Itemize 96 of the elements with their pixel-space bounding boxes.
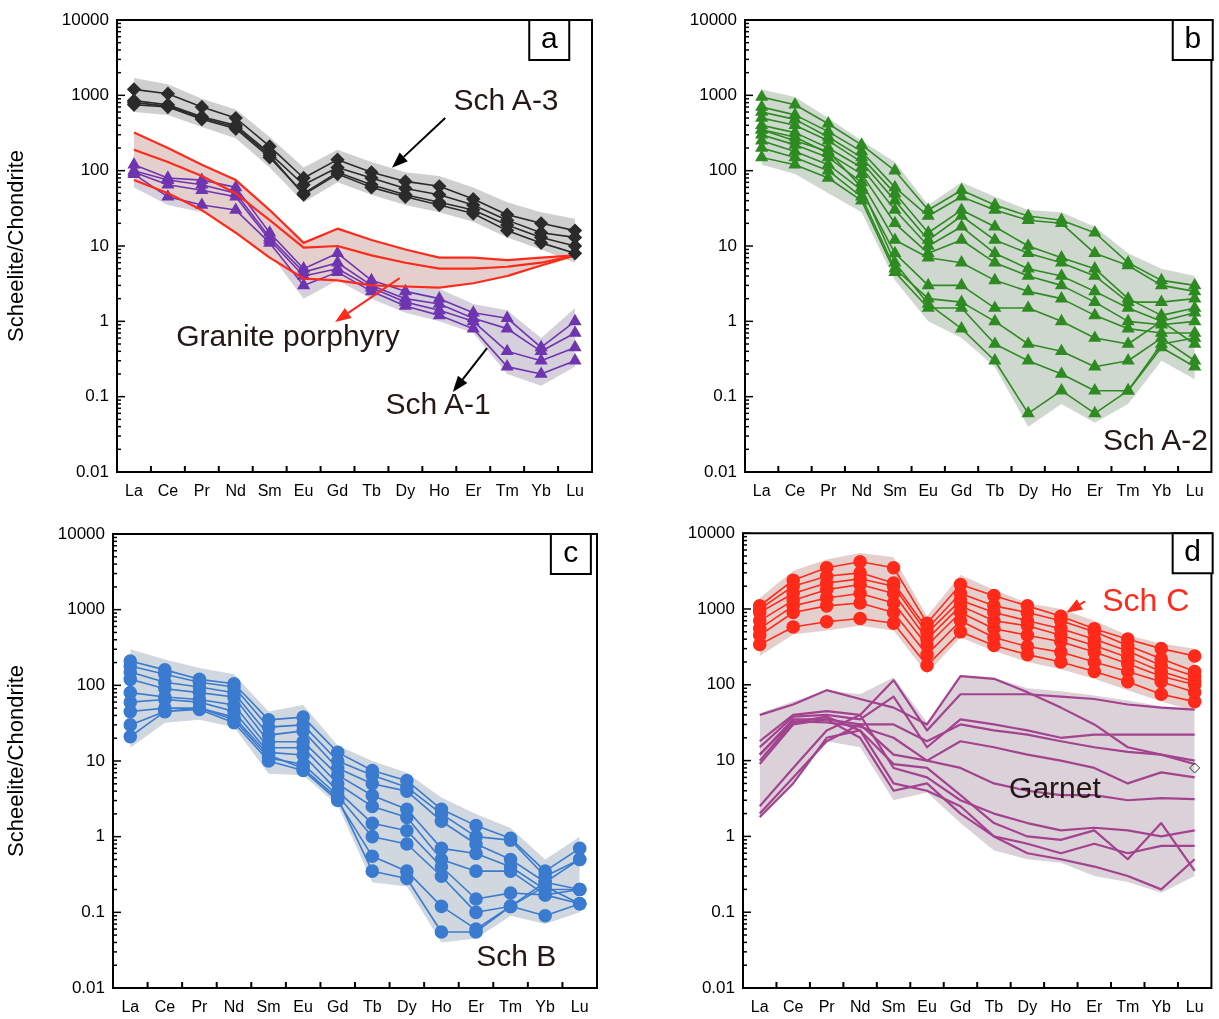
x-tick-label: Yb [535, 998, 556, 1016]
x-tick-label: Tb [362, 482, 381, 500]
y-tick-label: 1000 [697, 598, 735, 618]
y-tick-label: 10 [86, 750, 105, 770]
x-tick-label: Ho [1050, 998, 1072, 1016]
x-tick-label: Lu [566, 482, 584, 500]
x-tick-label: Pr [820, 482, 837, 500]
x-tick-label: Ho [1051, 482, 1072, 500]
x-tick-label: Nd [223, 998, 245, 1016]
x-tick-label: Nd [849, 998, 871, 1016]
y-tick-label: 0.01 [701, 977, 735, 997]
y-tick-label: 0.01 [75, 461, 109, 481]
x-tick-label: Ce [784, 482, 806, 500]
x-tick-label: La [125, 482, 143, 500]
y-tick-label: 0.1 [713, 386, 737, 406]
x-tick-label: Dy [395, 482, 416, 500]
y-tick-label: 100 [80, 160, 109, 180]
x-tick-label: Gd [949, 998, 972, 1016]
y-tick-label: 1 [95, 826, 105, 846]
x-tick-label: Pr [193, 482, 211, 500]
x-tick-label: Tm [499, 998, 523, 1016]
y-tick-label: 0.1 [711, 901, 735, 921]
y-tick-label: 10000 [57, 523, 105, 543]
x-tick-label: Eu [293, 998, 313, 1016]
annotation: Sch B [476, 939, 557, 973]
x-tick-label: La [752, 482, 771, 500]
y-tick-label: 0.1 [85, 386, 109, 406]
annotation: Sch A-2 [1102, 423, 1208, 457]
y-tick-label: 1000 [699, 85, 737, 105]
x-tick-label: Sm [882, 482, 907, 500]
x-tick-label: Ce [154, 998, 176, 1016]
x-tick-label: Er [465, 482, 482, 500]
x-tick-label: Sm [256, 998, 281, 1016]
x-tick-label: Yb [1151, 998, 1172, 1016]
y-tick-label: 100 [708, 160, 737, 180]
x-tick-label: Tb [984, 998, 1004, 1016]
x-tick-label: Er [1086, 482, 1104, 500]
y-tick-label: 10 [90, 235, 109, 255]
x-tick-label: Gd [326, 482, 349, 500]
x-tick-label: Gd [327, 998, 349, 1016]
y-tick-label: 10 [718, 235, 737, 255]
x-tick-label: Lu [1185, 998, 1204, 1016]
y-axis-title: Scheelite/Chondrite [3, 664, 29, 858]
x-tick-label: Ce [782, 998, 804, 1016]
x-tick-label: Pr [818, 998, 836, 1016]
y-tick-label: 100 [706, 674, 735, 694]
x-tick-label: Sm [881, 998, 906, 1016]
x-tick-label: Sm [257, 482, 282, 500]
y-tick-label: 1 [725, 826, 735, 846]
x-tick-label: Er [1086, 998, 1103, 1016]
x-tick-label: Tm [1116, 998, 1140, 1016]
y-tick-label: 10000 [687, 522, 735, 542]
y-tick-label: 0.01 [71, 977, 105, 997]
x-tick-label: Gd [950, 482, 973, 500]
x-tick-label: Yb [1151, 482, 1172, 500]
x-tick-label: Dy [1018, 482, 1038, 500]
annotation: Sch C [1102, 582, 1190, 619]
y-tick-label: 1 [727, 311, 737, 331]
x-tick-label: Nd [225, 482, 246, 500]
annotation: Sch A-3 [453, 83, 559, 117]
y-tick-label: 100 [76, 675, 105, 695]
x-tick-label: Tb [985, 482, 1005, 500]
y-tick-label: 10000 [689, 9, 737, 29]
x-tick-label: Eu [918, 482, 939, 500]
y-tick-label: 0.1 [81, 902, 105, 922]
x-tick-label: Tm [1116, 482, 1140, 500]
x-tick-label: Dy [397, 998, 417, 1016]
x-tick-label: Eu [293, 482, 314, 500]
x-tick-label: Pr [191, 998, 209, 1016]
y-tick-label: 10 [716, 750, 735, 770]
x-tick-label: Ce [157, 482, 179, 500]
annotation: a [540, 21, 558, 55]
x-tick-label: La [121, 998, 140, 1016]
annotation: Granite porphyry [176, 319, 400, 353]
annotation: c [563, 535, 579, 569]
x-tick-label: Lu [1185, 482, 1204, 500]
x-tick-label: Ho [429, 482, 450, 500]
x-tick-label: Eu [917, 998, 937, 1016]
annotation: b [1184, 21, 1202, 55]
x-tick-label: La [750, 998, 769, 1016]
x-tick-label: Yb [531, 482, 551, 500]
y-tick-label: 1000 [71, 85, 109, 105]
y-tick-label: 1 [99, 311, 109, 331]
x-tick-label: Ho [431, 998, 452, 1016]
y-axis-title: Scheelite/Chondrite [3, 149, 29, 343]
y-tick-label: 10000 [61, 9, 109, 29]
x-tick-label: Dy [1017, 998, 1038, 1016]
x-tick-label: Lu [570, 998, 589, 1016]
x-tick-label: Er [468, 998, 485, 1016]
annotation: Sch A-1 [385, 387, 491, 421]
x-tick-label: Tm [495, 482, 519, 500]
y-tick-label: 1000 [67, 599, 105, 619]
annotation: d [1184, 534, 1202, 568]
y-tick-label: 0.01 [703, 461, 737, 481]
x-tick-label: Tb [362, 998, 382, 1016]
x-tick-label: Nd [851, 482, 872, 500]
